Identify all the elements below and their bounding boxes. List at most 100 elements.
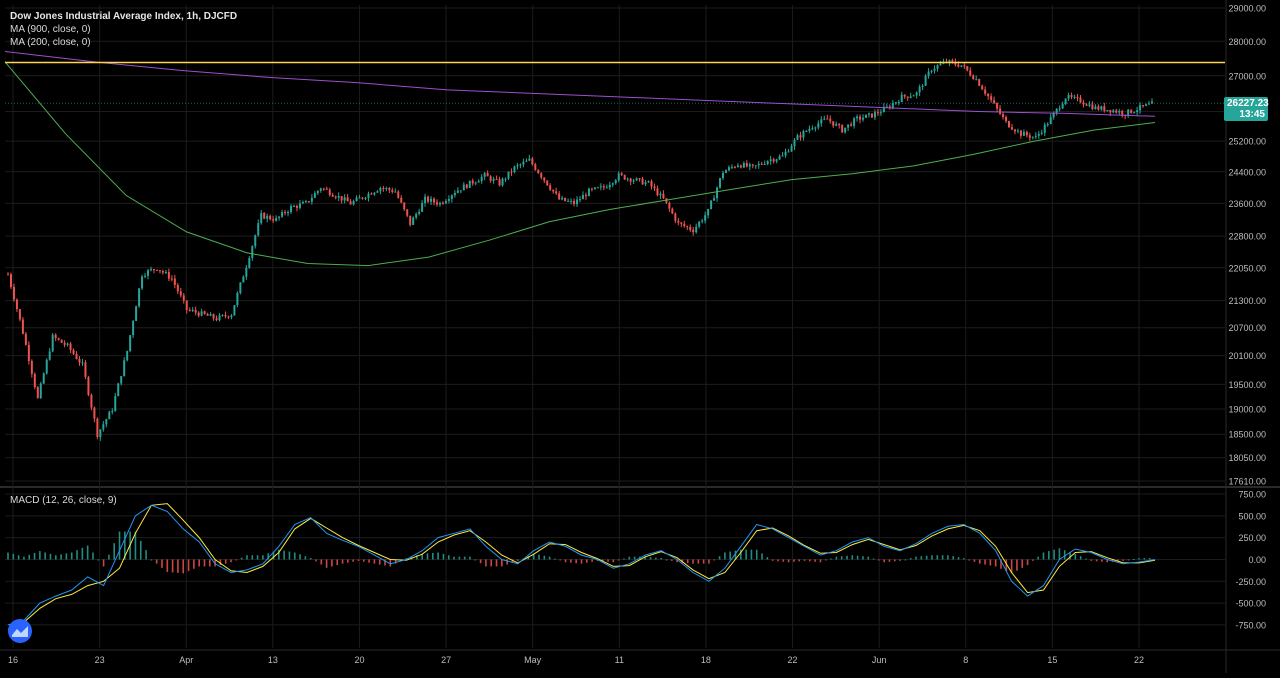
candle-body[interactable] xyxy=(459,190,462,192)
candle-body[interactable] xyxy=(1133,112,1136,114)
candle-body[interactable] xyxy=(257,223,260,236)
candle-body[interactable] xyxy=(450,195,453,200)
candle-body[interactable] xyxy=(269,215,272,220)
candle-body[interactable] xyxy=(298,203,301,208)
candle-body[interactable] xyxy=(358,197,361,199)
candle-body[interactable] xyxy=(468,180,471,188)
candle-body[interactable] xyxy=(736,165,739,168)
candle-body[interactable] xyxy=(844,127,847,133)
candle-body[interactable] xyxy=(251,246,254,259)
candle-body[interactable] xyxy=(790,146,793,152)
candle-body[interactable] xyxy=(176,284,179,292)
candle-body[interactable] xyxy=(599,186,602,188)
candle-body[interactable] xyxy=(227,316,230,318)
candle-body[interactable] xyxy=(656,188,659,196)
candle-body[interactable] xyxy=(671,208,674,214)
candle-body[interactable] xyxy=(388,188,391,191)
candle-body[interactable] xyxy=(1010,127,1013,130)
candle-body[interactable] xyxy=(969,70,972,76)
candle-body[interactable] xyxy=(391,190,394,193)
candle-body[interactable] xyxy=(60,339,63,343)
candle-body[interactable] xyxy=(814,127,817,129)
candle-body[interactable] xyxy=(897,102,900,104)
candle-body[interactable] xyxy=(960,65,963,67)
candle-body[interactable] xyxy=(781,155,784,157)
candle-body[interactable] xyxy=(984,89,987,94)
candle-body[interactable] xyxy=(1049,117,1052,124)
candle-body[interactable] xyxy=(564,197,567,202)
candle-body[interactable] xyxy=(710,200,713,209)
candle-body[interactable] xyxy=(1058,108,1061,110)
candle-body[interactable] xyxy=(373,192,376,195)
candle-body[interactable] xyxy=(739,165,742,168)
candle-body[interactable] xyxy=(993,100,996,104)
candle-body[interactable] xyxy=(7,274,9,276)
candle-body[interactable] xyxy=(504,178,507,180)
candle-body[interactable] xyxy=(1028,135,1031,138)
candle-body[interactable] xyxy=(778,156,781,160)
candle-body[interactable] xyxy=(236,293,239,306)
candle-body[interactable] xyxy=(573,200,576,205)
candle-body[interactable] xyxy=(287,211,290,214)
candle-body[interactable] xyxy=(301,202,304,204)
ma900-line[interactable] xyxy=(4,51,1156,117)
candle-body[interactable] xyxy=(716,187,719,199)
candle-body[interactable] xyxy=(653,186,656,189)
candle-body[interactable] xyxy=(686,226,689,228)
candle-body[interactable] xyxy=(185,300,188,310)
candle-body[interactable] xyxy=(477,181,480,183)
tradingview-logo-icon[interactable] xyxy=(8,619,32,643)
candle-body[interactable] xyxy=(626,178,629,180)
candle-body[interactable] xyxy=(987,93,990,97)
candle-body[interactable] xyxy=(325,188,328,190)
candle-body[interactable] xyxy=(516,165,519,167)
candle-body[interactable] xyxy=(39,383,42,399)
candle-body[interactable] xyxy=(12,287,15,300)
candle-body[interactable] xyxy=(349,201,352,205)
candle-body[interactable] xyxy=(480,176,483,182)
candle-body[interactable] xyxy=(552,189,555,192)
candle-body[interactable] xyxy=(278,216,281,218)
candle-body[interactable] xyxy=(272,219,275,221)
candle-body[interactable] xyxy=(733,166,736,168)
candle-body[interactable] xyxy=(93,407,96,419)
candle-body[interactable] xyxy=(543,177,546,181)
candle-body[interactable] xyxy=(248,258,251,268)
candle-body[interactable] xyxy=(1115,110,1118,113)
candle-body[interactable] xyxy=(102,424,105,430)
candle-body[interactable] xyxy=(230,315,233,318)
candle-body[interactable] xyxy=(525,160,528,162)
candle-body[interactable] xyxy=(155,269,158,271)
candle-body[interactable] xyxy=(284,212,287,214)
candle-body[interactable] xyxy=(1046,123,1049,125)
candle-body[interactable] xyxy=(1070,95,1073,98)
candle-body[interactable] xyxy=(161,271,164,273)
candle-body[interactable] xyxy=(78,358,81,363)
candle-body[interactable] xyxy=(364,197,367,199)
candle-body[interactable] xyxy=(1002,113,1005,117)
candle-body[interactable] xyxy=(406,209,409,216)
candle-body[interactable] xyxy=(614,180,617,184)
candle-body[interactable] xyxy=(507,171,510,179)
candle-body[interactable] xyxy=(379,187,382,192)
candle-body[interactable] xyxy=(123,360,126,377)
candle-body[interactable] xyxy=(948,60,951,63)
candle-body[interactable] xyxy=(152,269,155,271)
candle-body[interactable] xyxy=(519,164,522,166)
candle-body[interactable] xyxy=(376,191,379,193)
candle-body[interactable] xyxy=(471,180,474,184)
candle-body[interactable] xyxy=(1088,104,1091,106)
candle-body[interactable] xyxy=(704,215,707,221)
candle-body[interactable] xyxy=(474,182,477,184)
candle-body[interactable] xyxy=(316,190,319,194)
candle-body[interactable] xyxy=(403,202,406,210)
candle-body[interactable] xyxy=(218,315,221,321)
candle-body[interactable] xyxy=(456,190,459,193)
candle-body[interactable] xyxy=(254,235,257,247)
candle-body[interactable] xyxy=(400,197,403,203)
candle-body[interactable] xyxy=(885,106,888,108)
candle-body[interactable] xyxy=(534,164,537,170)
candle-body[interactable] xyxy=(1106,109,1109,111)
candle-body[interactable] xyxy=(87,377,90,395)
